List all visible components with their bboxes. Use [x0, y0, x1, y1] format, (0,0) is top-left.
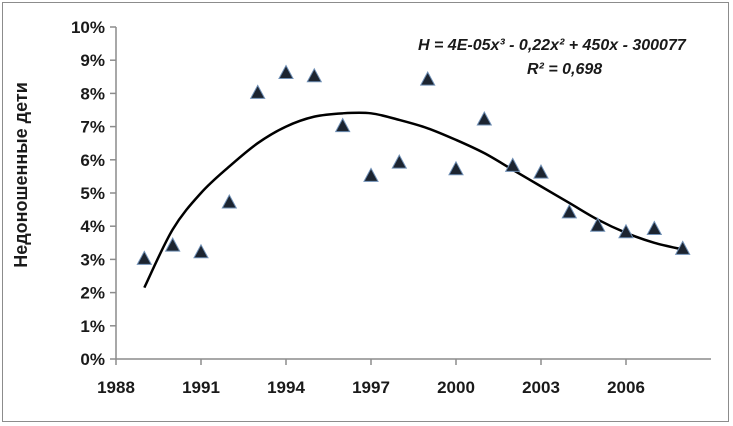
- data-point-triangle: [363, 167, 379, 182]
- x-tick-label: 2006: [607, 378, 645, 397]
- x-tick-label: 2003: [522, 378, 560, 397]
- y-tick-label: 4%: [80, 217, 105, 236]
- x-tick-label: 2000: [437, 378, 475, 397]
- y-tick-label: 5%: [80, 184, 105, 203]
- data-point-triangle: [136, 250, 153, 265]
- data-point-triangle: [448, 160, 464, 176]
- x-ticks: 1988 1991 1994 1997 2000 2003 2006: [97, 359, 645, 397]
- data-point-triangle: [164, 237, 181, 252]
- data-point-triangle: [618, 223, 634, 239]
- data-point-triangle: [589, 217, 606, 232]
- data-point-triangle: [533, 164, 549, 179]
- data-point-triangle: [561, 203, 578, 219]
- y-tick-label: 2%: [80, 284, 105, 303]
- data-point-triangle: [674, 240, 691, 255]
- x-tick-label: 1988: [97, 378, 135, 397]
- data-points: [136, 64, 691, 265]
- x-tick-label: 1994: [267, 378, 305, 397]
- y-tick-label: 7%: [80, 118, 105, 137]
- data-point-triangle: [419, 71, 436, 86]
- y-tick-label: 0%: [80, 350, 105, 369]
- data-point-triangle: [476, 110, 493, 126]
- trendline: [143, 111, 683, 289]
- y-tick-label: 9%: [80, 51, 105, 70]
- data-point-triangle: [391, 154, 408, 169]
- y-tick-label: 6%: [80, 151, 105, 170]
- x-tick-label: 1997: [352, 378, 390, 397]
- r-squared-label: R² = 0,698: [527, 61, 602, 78]
- data-point-triangle: [646, 220, 663, 235]
- y-tick-label: 3%: [80, 250, 105, 269]
- chart-svg: 0% 1% 2% 3% 4% 5% 6% 7% 8% 9% 10% 1988 1991 1994 1997…: [11, 18, 711, 397]
- data-point-triangle: [278, 64, 294, 79]
- trendline-equation: H = 4E-05x³ - 0,22x² + 450x - 300077: [418, 37, 687, 54]
- y-ticks: 0% 1% 2% 3% 4% 5% 6% 7% 8% 9% 10%: [71, 18, 116, 369]
- data-point-triangle: [193, 243, 209, 259]
- y-tick-label: 10%: [71, 18, 105, 37]
- y-axis-title: Недоношенные дети: [11, 82, 31, 268]
- data-point-triangle: [249, 84, 266, 99]
- data-point-triangle: [504, 157, 521, 172]
- data-point-triangle: [306, 67, 323, 83]
- chart-frame: 0% 1% 2% 3% 4% 5% 6% 7% 8% 9% 10% 1988 1991 1994 1997…: [2, 2, 729, 422]
- y-tick-label: 1%: [80, 317, 105, 336]
- x-tick-label: 1991: [182, 378, 220, 397]
- y-tick-label: 8%: [80, 84, 105, 103]
- data-point-triangle: [221, 193, 238, 209]
- data-point-triangle: [334, 117, 351, 133]
